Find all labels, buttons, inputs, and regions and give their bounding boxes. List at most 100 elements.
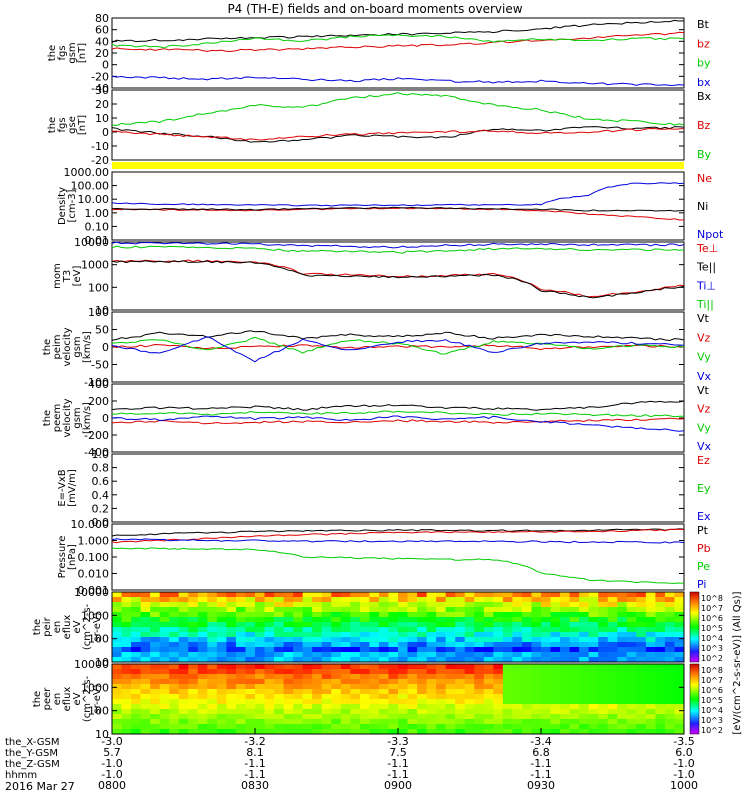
heatmap-cell <box>569 679 580 685</box>
heatmap-cell <box>541 652 552 658</box>
heatmap-cell <box>407 679 418 685</box>
heatmap-cell <box>359 694 370 700</box>
heatmap-cell <box>493 602 504 608</box>
heatmap-cell <box>131 637 142 643</box>
heatmap-cell <box>445 714 456 720</box>
heatmap-cell <box>502 657 513 663</box>
heatmap-cell <box>331 617 342 623</box>
heatmap-cell <box>436 709 447 715</box>
heatmap-cell <box>645 642 656 648</box>
heatmap-cell <box>426 632 437 638</box>
heatmap-cell <box>226 714 237 720</box>
y-tick-label: 100 <box>88 705 109 718</box>
heatmap-cell <box>579 689 590 695</box>
heatmap-cell <box>436 652 447 658</box>
heatmap-cell <box>312 622 323 628</box>
heatmap-cell <box>598 729 609 735</box>
heatmap-cell <box>197 704 208 710</box>
heatmap-cell <box>340 592 351 598</box>
heatmap-cell <box>436 622 447 628</box>
heatmap-cell <box>274 637 285 643</box>
heatmap-cell <box>216 597 227 603</box>
heatmap-cell <box>398 684 409 690</box>
heatmap-cell <box>378 647 389 653</box>
heatmap-cell <box>512 657 523 663</box>
heatmap-cell <box>112 719 123 725</box>
heatmap-cell <box>131 719 142 725</box>
y-tick-label: 20 <box>95 98 109 111</box>
heatmap-cell <box>493 724 504 730</box>
heatmap-cell <box>169 602 180 608</box>
heatmap-cell <box>455 724 466 730</box>
heatmap-cell <box>445 602 456 608</box>
heatmap-cell <box>645 719 656 725</box>
heatmap-cell <box>598 724 609 730</box>
heatmap-cell <box>245 694 256 700</box>
heatmap-cell <box>302 664 313 670</box>
heatmap-cell <box>293 652 304 658</box>
heatmap-cell <box>159 607 170 613</box>
y-axis-label: the <box>32 619 43 635</box>
heatmap-cell <box>359 657 370 663</box>
heatmap-cell <box>588 637 599 643</box>
y-tick-label: 20 <box>95 47 109 60</box>
heatmap-cell <box>178 642 189 648</box>
heatmap-cell <box>598 689 609 695</box>
heatmap-cell <box>560 679 571 685</box>
heatmap-cell <box>197 607 208 613</box>
heatmap-cell <box>426 699 437 705</box>
heatmap-cell <box>140 632 151 638</box>
heatmap-cell <box>216 592 227 598</box>
heatmap-cell <box>321 647 332 653</box>
heatmap-cell <box>274 684 285 690</box>
heatmap-cell <box>150 622 161 628</box>
heatmap-cell <box>207 679 218 685</box>
heatmap-cell <box>331 694 342 700</box>
heatmap-cell <box>588 642 599 648</box>
heatmap-cell <box>521 669 532 675</box>
heatmap-cell <box>398 689 409 695</box>
heatmap-cell <box>340 704 351 710</box>
heatmap-cell <box>197 684 208 690</box>
heatmap-cell <box>674 729 685 735</box>
heatmap-cell <box>626 642 637 648</box>
heatmap-cell <box>321 694 332 700</box>
heatmap-cell <box>369 607 380 613</box>
panel-frame <box>111 241 685 311</box>
heatmap-cell <box>216 612 227 618</box>
heatmap-cell <box>560 597 571 603</box>
heatmap-cell <box>483 597 494 603</box>
heatmap-cell <box>369 664 380 670</box>
heatmap-cell <box>293 729 304 735</box>
heatmap-cell <box>378 607 389 613</box>
heatmap-cell <box>445 709 456 715</box>
colorbar-tick-label: 10^4 <box>701 634 723 643</box>
x-row-value: -1.0 <box>673 768 694 781</box>
heatmap-cell <box>588 602 599 608</box>
heatmap-cell <box>512 704 523 710</box>
heatmap-cell <box>636 607 647 613</box>
heatmap-cell <box>340 679 351 685</box>
heatmap-cell <box>521 612 532 618</box>
heatmap-cell <box>197 652 208 658</box>
series-line-Pe <box>111 547 685 584</box>
series-line-Vz <box>111 417 685 425</box>
series-line-bz <box>111 31 685 52</box>
heatmap-cell <box>512 689 523 695</box>
heatmap-cell <box>350 704 361 710</box>
heatmap-cell <box>207 637 218 643</box>
x-row-label: the_Y-GSM <box>5 748 58 759</box>
x-tick-label: -3.4 <box>530 735 551 748</box>
legend-Ti⊥: Ti⊥ <box>696 279 716 292</box>
heatmap-cell <box>321 684 332 690</box>
x-row-value: 0930 <box>527 779 555 792</box>
heatmap-cell <box>245 657 256 663</box>
heatmap-cell <box>407 657 418 663</box>
heatmap-cell <box>674 669 685 675</box>
heatmap-cell <box>502 719 513 725</box>
heatmap-cell <box>178 724 189 730</box>
heatmap-cell <box>464 729 475 735</box>
heatmap-cell <box>626 592 637 598</box>
legend-Vz: Vz <box>697 403 711 416</box>
heatmap-cell <box>531 704 542 710</box>
